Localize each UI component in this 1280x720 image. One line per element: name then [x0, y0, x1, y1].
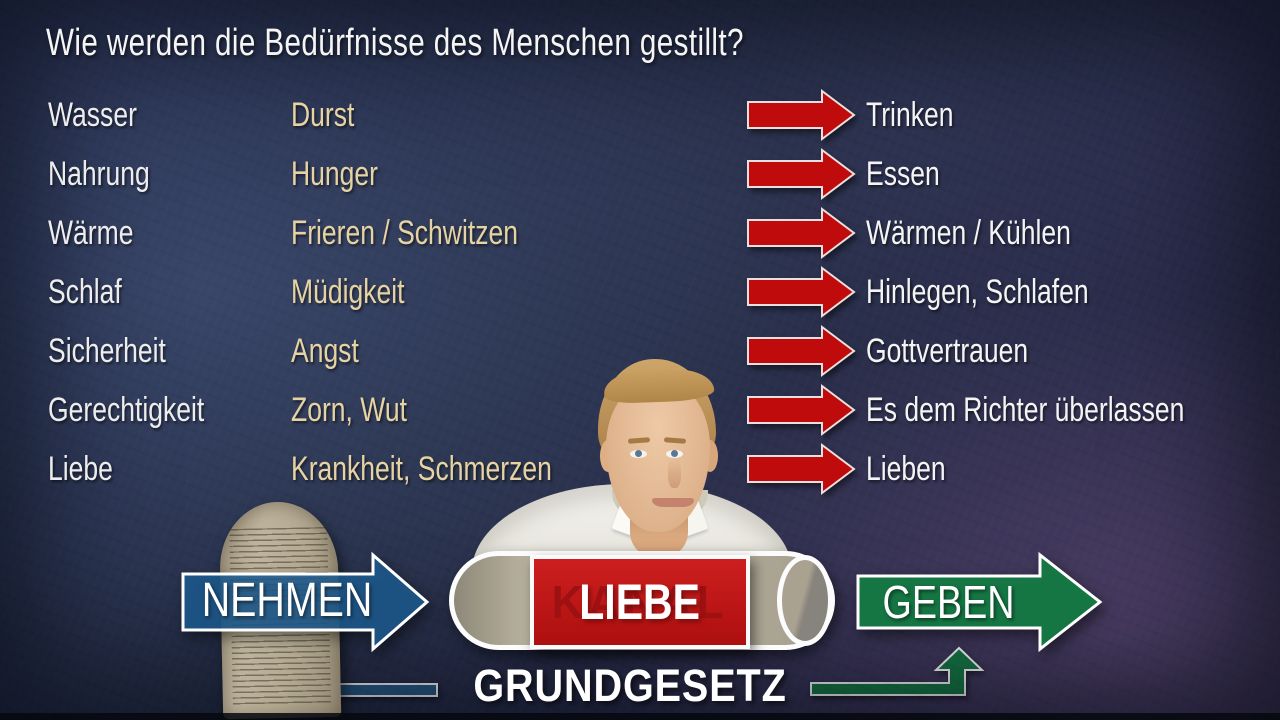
fulfillment-label: Lieben — [866, 450, 946, 488]
arrow-right-icon — [747, 325, 856, 377]
base-law-label: GRUNDGESETZ — [473, 660, 787, 711]
need-label: Gerechtigkeit — [48, 391, 205, 429]
portrait-eye-left — [630, 450, 647, 458]
need-label: Sicherheit — [48, 332, 166, 370]
fulfillment-label: Gottvertrauen — [866, 332, 1029, 370]
signal-label: Zorn, Wut — [291, 391, 407, 429]
table-row: Wärme Frieren / Schwitzen Wärmen / Kühle… — [0, 206, 1280, 260]
table-row: Wasser Durst Trinken — [0, 88, 1280, 142]
signal-label: Frieren / Schwitzen — [291, 214, 518, 252]
signal-label: Müdigkeit — [291, 273, 405, 311]
fulfillment-label: Essen — [866, 155, 940, 193]
channel-word-box: KANAL LIEBE — [530, 555, 750, 649]
need-label: Wasser — [48, 96, 137, 134]
portrait-nose — [668, 458, 681, 488]
arrow-right-icon — [747, 89, 856, 141]
need-label: Liebe — [48, 450, 113, 488]
portrait-pupil — [635, 450, 642, 457]
need-label: Nahrung — [48, 155, 150, 193]
fulfillment-label: Trinken — [866, 96, 954, 134]
signal-label: Krankheit, Schmerzen — [291, 450, 552, 488]
page-title: Wie werden die Bedürfnisse des Menschen … — [46, 22, 941, 65]
fulfillment-label: Wärmen / Kühlen — [866, 214, 1071, 252]
table-row: Nahrung Hunger Essen — [0, 147, 1280, 201]
signal-label: Durst — [291, 96, 355, 134]
arrow-right-icon — [747, 266, 856, 318]
fulfillment-label: Hinlegen, Schlafen — [866, 273, 1089, 311]
arrow-right-icon — [747, 384, 856, 436]
table-row: Liebe Krankheit, Schmerzen Lieben — [0, 442, 1280, 496]
signal-label: Hunger — [291, 155, 378, 193]
give-arrow-icon — [856, 551, 1103, 653]
table-row: Schlaf Müdigkeit Hinlegen, Schlafen — [0, 265, 1280, 319]
table-row: Sicherheit Angst Gottvertrauen — [0, 324, 1280, 378]
take-arrow-icon — [181, 551, 430, 653]
channel-word: LIEBE — [579, 574, 701, 630]
table-row: Gerechtigkeit Zorn, Wut Es dem Richter ü… — [0, 383, 1280, 437]
portrait-pupil — [671, 450, 678, 457]
arrow-right-icon — [747, 207, 856, 259]
pipe-opening — [777, 555, 833, 646]
signal-label: Angst — [291, 332, 359, 370]
page-title-text: Wie werden die Bedürfnisse des Menschen … — [46, 22, 744, 64]
portrait-eye-right — [666, 450, 683, 458]
need-label: Wärme — [48, 214, 134, 252]
take-label: NEHMEN — [201, 574, 373, 627]
portrait-mouth — [652, 498, 694, 507]
give-label: GEBEN — [882, 576, 1016, 628]
need-label: Schlaf — [48, 273, 122, 311]
elbow-arrow-up-right-icon — [810, 646, 985, 696]
frame-edge — [0, 713, 1280, 720]
arrow-right-icon — [747, 443, 856, 495]
fulfillment-label: Es dem Richter überlassen — [866, 391, 1185, 429]
arrow-right-icon — [747, 148, 856, 200]
channel-hidden-word: KANAL — [551, 576, 729, 628]
